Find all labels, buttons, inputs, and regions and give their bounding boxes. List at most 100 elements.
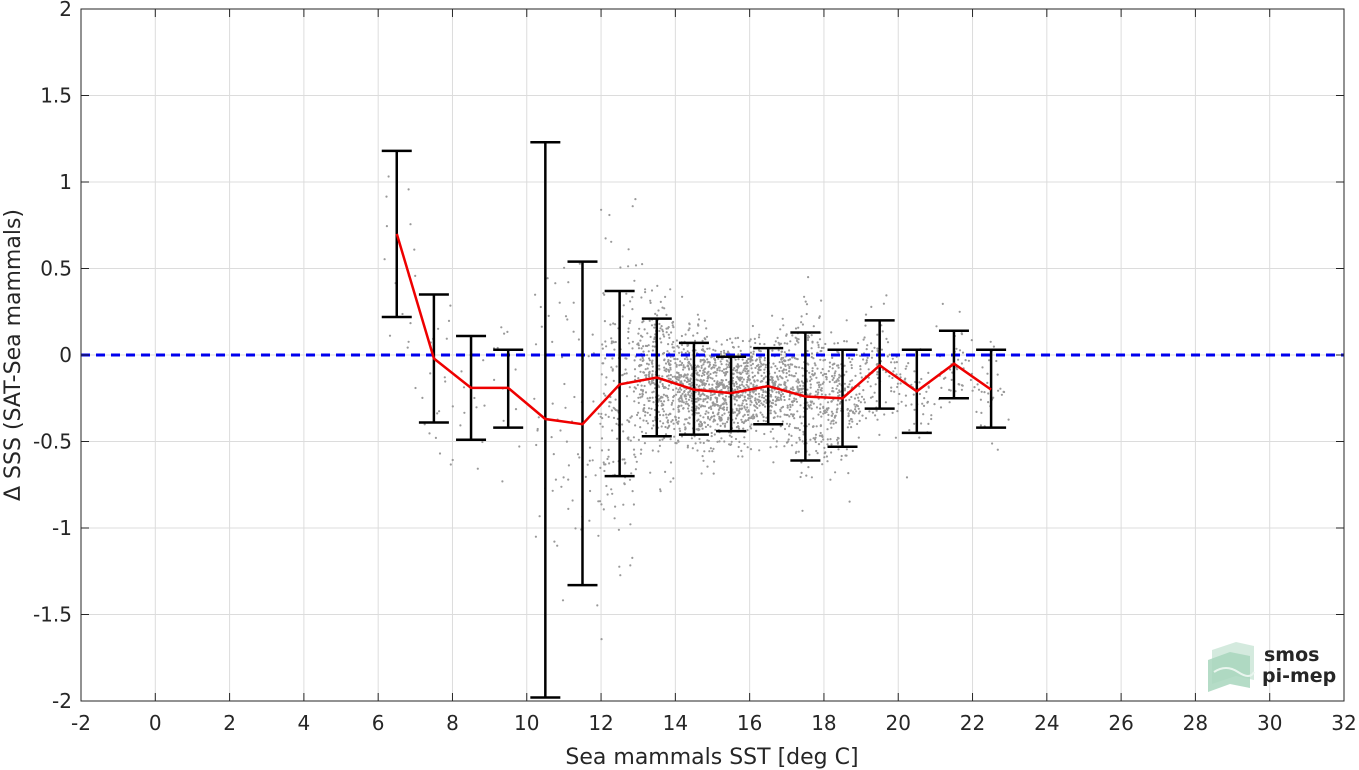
scatter-point [706,358,709,361]
scatter-point [763,377,766,380]
scatter-point [807,466,810,469]
scatter-point [760,374,763,377]
scatter-point [662,422,665,425]
scatter-point [827,413,830,416]
scatter-point [788,425,791,428]
scatter-point [948,401,951,404]
scatter-point [904,377,907,380]
scatter-point [709,372,712,376]
scatter-point [663,400,666,403]
scatter-point [783,359,786,362]
scatter-point [607,455,610,458]
scatter-point [536,429,539,432]
scatter-point [976,383,979,386]
scatter-point [591,333,594,336]
scatter-point [720,343,723,346]
scatter-point [671,346,674,349]
scatter-point [691,447,694,450]
scatter-point [647,344,650,347]
scatter-point [606,457,609,461]
scatter-point [743,413,746,416]
scatter-point [719,352,723,356]
scatter-point [774,400,777,403]
scatter-point [826,438,829,441]
scatter-point [668,336,671,339]
scatter-point [852,411,855,414]
scatter-point [627,337,630,340]
scatter-point [682,364,685,367]
scatter-point [819,388,822,391]
scatter-point [727,363,730,367]
scatter-point [666,396,669,399]
scatter-point [708,388,711,391]
scatter-point [629,439,632,442]
scatter-point [820,346,824,349]
scatter-point [861,414,864,417]
scatter-point [673,435,676,438]
scatter-point [643,328,646,331]
scatter-point [639,417,642,420]
scatter-point [667,358,670,362]
scatter-point [675,371,679,374]
scatter-point [742,385,745,388]
scatter-point [786,406,789,409]
scatter-point [697,418,700,421]
scatter-point [658,364,661,367]
scatter-point [927,386,930,389]
scatter-point [729,337,732,340]
scatter-point [894,367,897,370]
scatter-point [848,500,851,503]
scatter-point [848,357,851,360]
scatter-point [797,427,800,430]
scatter-point [622,430,625,433]
scatter-point [601,347,604,350]
scatter-point [666,360,670,363]
scatter-point [409,223,412,226]
scatter-point [779,366,783,369]
scatter-point [752,417,756,420]
error-bars [381,140,1007,699]
scatter-point [663,366,666,369]
scatter-point [690,366,694,369]
scatter-point [750,395,753,398]
scatter-point [656,284,659,287]
scatter-point [800,461,803,464]
scatter-point [731,393,735,397]
scatter-point [475,406,478,409]
scatter-point [761,413,764,416]
scatter-point [772,437,775,440]
scatter-point [803,295,806,298]
scatter-point [703,384,706,387]
scatter-point [737,345,740,348]
scatter-point [811,425,815,428]
scatter-point [669,438,672,441]
scatter-point [712,472,715,475]
scatter-point [758,404,761,407]
scatter-point [629,416,632,419]
scatter-point [594,474,597,477]
scatter-point [754,359,758,362]
scatter-point [699,378,702,381]
scatter-point [648,375,651,378]
scatter-point [859,365,862,368]
scatter-point [696,332,699,335]
scatter-point [790,434,793,437]
scatter-point [785,372,788,375]
scatter-point [728,434,732,437]
scatter-point [407,340,410,343]
scatter-point [646,367,649,370]
scatter-point [708,450,711,453]
scatter-point [687,404,691,407]
scatter-point [862,358,865,361]
scatter-point [717,357,720,360]
scatter-point [409,322,412,325]
scatter-point [680,404,683,407]
scatter-point [808,453,811,456]
scatter-point [599,466,602,469]
scatter-point [742,378,745,381]
scatter-point [618,565,621,568]
scatter-point [800,471,803,474]
scatter-point [641,393,644,396]
scatter-point [558,301,561,304]
scatter-point [850,395,853,399]
